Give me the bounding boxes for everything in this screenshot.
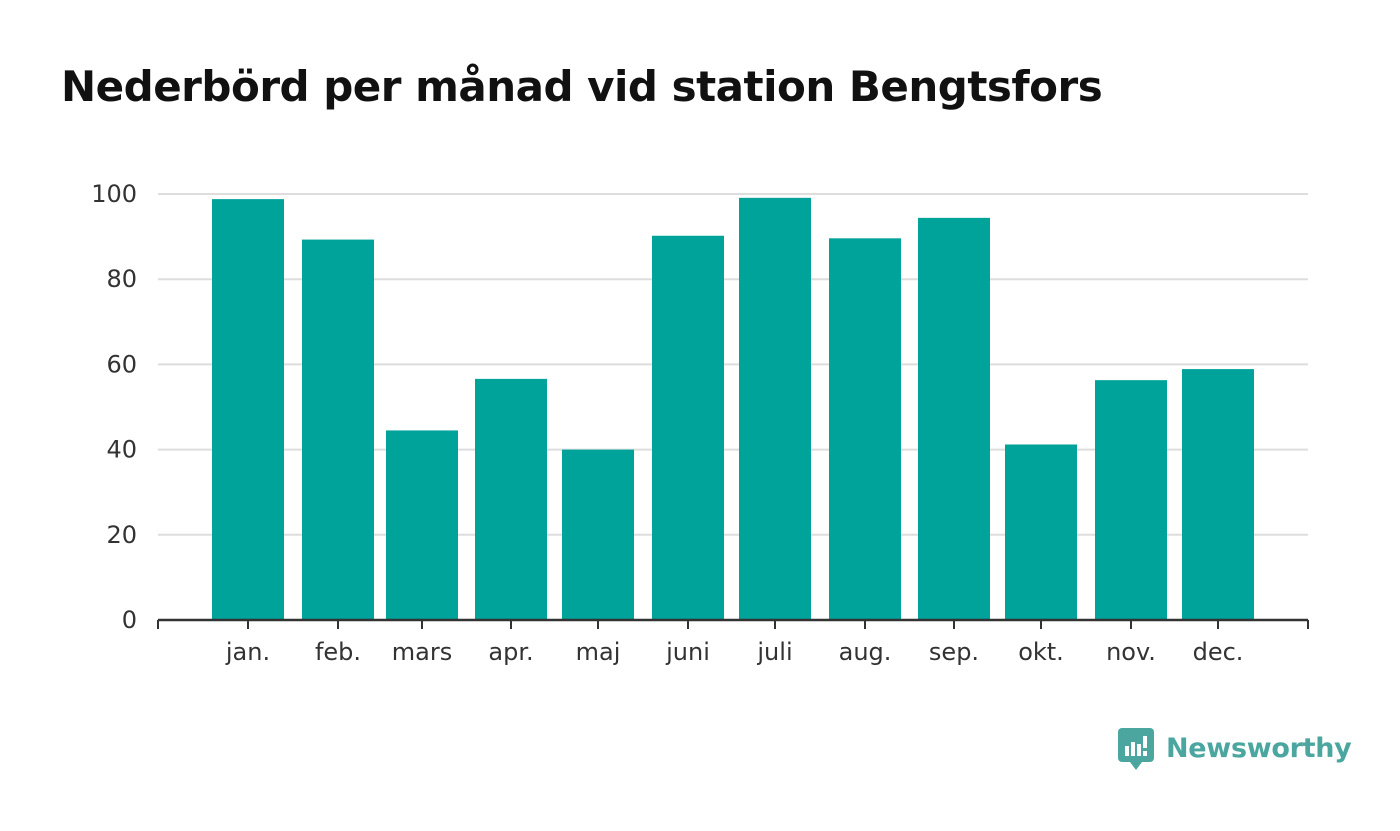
x-tick-label: sep.: [929, 638, 979, 666]
chart-title: Nederbörd per månad vid station Bengtsfo…: [61, 62, 1103, 111]
x-tick-label: nov.: [1106, 638, 1156, 666]
y-tick-label: 100: [91, 180, 137, 208]
brand-name: Newsworthy: [1166, 733, 1352, 764]
bar-jan: [212, 199, 284, 620]
bar-mars: [386, 430, 458, 620]
bar-apr: [475, 378, 547, 620]
x-tick-label: maj: [576, 638, 621, 666]
y-tick-label: 60: [106, 350, 137, 378]
bar-maj: [562, 449, 634, 620]
x-tick-label: feb.: [315, 638, 361, 666]
bar-sep: [918, 217, 990, 620]
y-tick-label: 80: [106, 265, 137, 293]
bar-okt: [1005, 444, 1077, 620]
y-tick-labels: 0 20 40 60 80 100: [91, 180, 137, 634]
x-tick-label: jan.: [225, 638, 270, 666]
bar-chart: 0 20 40 60 80 100 jan. feb. mars apr. maj juni juli…: [91, 180, 1309, 666]
newsworthy-logo: Newsworthy: [1118, 728, 1352, 770]
bar-juli: [739, 197, 811, 621]
x-axis: [157, 618, 1309, 629]
y-tick-label: 40: [106, 436, 137, 464]
x-tick-label: apr.: [488, 638, 533, 666]
bar-aug: [829, 238, 901, 620]
newsworthy-logo-icon: [1118, 728, 1154, 770]
x-tick-label: okt.: [1018, 638, 1064, 666]
x-tick-label: juni: [665, 638, 710, 666]
bar-feb: [302, 239, 374, 620]
x-tick-label: juli: [756, 638, 792, 666]
y-tick-label: 0: [122, 606, 137, 634]
x-tick-label: mars: [392, 638, 452, 666]
x-tick-label: aug.: [839, 638, 892, 666]
x-tick-labels: jan. feb. mars apr. maj juni juli aug. sep. okt. n…: [225, 638, 1244, 666]
bar-dec: [1182, 369, 1254, 620]
bar-juni: [652, 235, 724, 621]
y-tick-label: 20: [106, 521, 137, 549]
bar-nov: [1095, 380, 1167, 620]
x-tick-label: dec.: [1193, 638, 1244, 666]
bars: [212, 197, 1254, 621]
